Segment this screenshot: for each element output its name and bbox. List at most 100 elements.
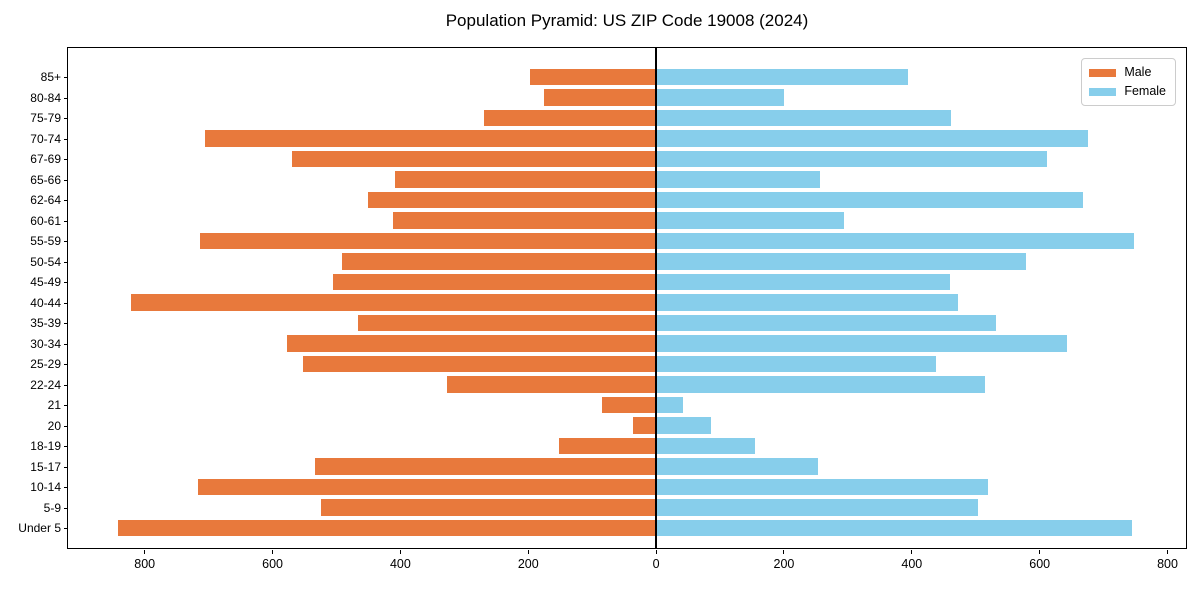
x-tick-mark [399, 550, 401, 554]
bar-male-40-44 [130, 294, 657, 311]
bar-male-85+ [530, 68, 657, 86]
y-axis-label-Under 5: Under 5 [18, 521, 61, 535]
bar-male-62-64 [368, 191, 657, 209]
bar-male-25-29 [302, 355, 657, 373]
x-axis-label-800-8: 800 [1157, 557, 1178, 571]
y-tick-mark [64, 220, 68, 222]
y-tick-mark [64, 138, 68, 140]
bar-female-25-29 [656, 355, 937, 373]
bar-male-22-24 [447, 376, 657, 393]
bar-female-5-9 [656, 499, 978, 516]
y-tick-mark [64, 343, 68, 345]
x-tick-mark [655, 550, 657, 554]
x-tick-mark [272, 550, 274, 554]
bar-male-45-49 [332, 273, 657, 291]
y-axis-label-50-54: 50-54 [30, 254, 61, 269]
bar-male-80-84 [544, 89, 657, 106]
bar-female-60-61 [656, 212, 845, 229]
x-tick-mark [527, 550, 529, 554]
x-tick-mark [144, 550, 146, 554]
legend: Male Female [1081, 58, 1176, 106]
bar-male-55-59 [199, 232, 657, 250]
y-tick-mark [64, 179, 68, 181]
y-axis-label-67-69: 67-69 [30, 152, 61, 166]
y-tick-mark [64, 364, 68, 365]
bar-female-67-69 [656, 150, 1048, 168]
y-axis-label-65-66: 65-66 [30, 172, 61, 187]
bar-female-Under 5 [656, 519, 1132, 537]
y-axis-label-5-9: 5-9 [43, 500, 61, 515]
legend-label-female: Female [1124, 84, 1166, 98]
x-axis-label-200-3: 200 [517, 557, 539, 571]
y-axis-label-60-61: 60-61 [30, 213, 61, 228]
legend-item-male: Male [1089, 66, 1166, 79]
bar-male-60-61 [392, 212, 657, 229]
y-axis-label-15-17: 15-17 [30, 459, 61, 474]
y-axis-label-25-29: 25-29 [30, 357, 61, 371]
y-axis-label-45-49: 45-49 [30, 275, 61, 289]
bar-male-67-69 [291, 150, 657, 168]
x-axis-label-400-2: 400 [389, 557, 411, 571]
y-tick-mark [64, 159, 68, 160]
x-axis-label-200-5: 200 [773, 557, 795, 571]
y-axis-label-18-19: 18-19 [30, 439, 61, 453]
bar-male-10-14 [197, 478, 657, 496]
y-tick-mark [64, 446, 68, 447]
bar-female-50-54 [656, 253, 1026, 270]
bar-female-45-49 [656, 273, 951, 291]
y-axis-label-35-39: 35-39 [30, 316, 61, 330]
bar-female-40-44 [656, 294, 959, 311]
x-tick-mark [1039, 550, 1041, 554]
y-tick-mark [64, 261, 68, 263]
x-axis-label-400-6: 400 [901, 557, 923, 571]
bar-male-15-17 [314, 458, 657, 475]
bar-male-21 [602, 396, 657, 414]
bar-female-10-14 [656, 478, 988, 496]
bar-male-30-34 [287, 335, 657, 352]
bar-female-15-17 [656, 458, 818, 475]
y-axis-label-70-74: 70-74 [30, 131, 61, 146]
y-tick-mark [64, 241, 68, 242]
bar-female-75-79 [656, 109, 951, 127]
bar-male-50-54 [341, 253, 657, 270]
y-axis-label-40-44: 40-44 [30, 295, 61, 310]
y-tick-mark [64, 282, 68, 283]
y-tick-mark [64, 200, 68, 201]
male-color-swatch [1089, 68, 1117, 77]
bar-female-35-39 [656, 314, 996, 332]
y-axis-label-22-24: 22-24 [30, 377, 61, 392]
bar-female-65-66 [656, 171, 820, 188]
bar-female-70-74 [656, 130, 1088, 147]
bar-male-5-9 [320, 499, 657, 516]
bar-female-20 [656, 417, 712, 434]
y-tick-mark [64, 302, 68, 304]
y-tick-mark [64, 384, 68, 386]
y-axis-label-20: 20 [47, 418, 61, 433]
legend-item-female: Female [1089, 85, 1166, 98]
bar-male-18-19 [558, 437, 657, 455]
chart-title: Population Pyramid: US ZIP Code 19008 (2… [445, 11, 809, 30]
y-tick-mark [64, 507, 68, 509]
bar-male-70-74 [205, 130, 657, 147]
y-axis-label-80-84: 80-84 [30, 90, 61, 105]
bar-female-30-34 [656, 335, 1067, 352]
y-tick-mark [64, 466, 68, 468]
x-axis-label-0-4: 0 [652, 557, 660, 571]
bar-male-20 [633, 417, 657, 434]
y-axis-label-30-34: 30-34 [30, 336, 61, 351]
y-tick-mark [64, 118, 68, 119]
bar-female-22-24 [656, 376, 985, 393]
y-axis-label-10-14: 10-14 [30, 480, 61, 494]
y-tick-mark [64, 528, 68, 529]
bar-male-75-79 [484, 109, 657, 127]
y-axis-label-75-79: 75-79 [30, 111, 61, 125]
y-tick-mark [64, 77, 68, 78]
x-tick-mark [1167, 550, 1169, 554]
plot-area: 85+ 80-84 75-79 70-74 67-69 65-66 62-64 60-61 55… [18, 47, 1187, 571]
x-axis-label-600-7: 600 [1029, 557, 1051, 571]
y-tick-mark [64, 323, 68, 324]
legend-label-male: Male [1124, 65, 1152, 79]
x-axis-label-800-0: 800 [134, 557, 156, 571]
bar-female-80-84 [656, 89, 784, 106]
